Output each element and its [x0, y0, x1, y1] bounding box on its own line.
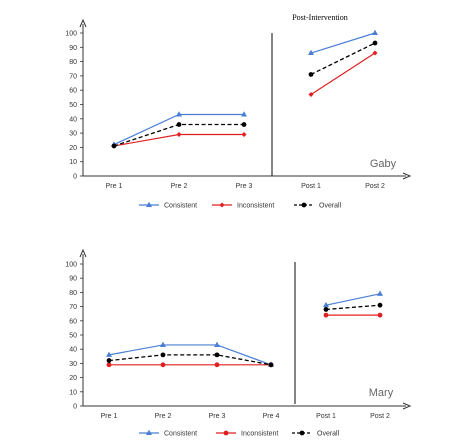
data-point [176, 111, 182, 117]
legend-label: Overall [319, 203, 342, 210]
y-axis-arrow [79, 248, 87, 258]
data-point [377, 312, 383, 318]
x-tick-label: Post 1 [301, 183, 321, 190]
y-tick-label: 20 [69, 375, 77, 382]
series-overall [106, 302, 383, 368]
y-tick-label: 30 [69, 361, 77, 368]
data-point [308, 72, 314, 77]
series-line [325, 293, 381, 306]
data-point [176, 122, 182, 127]
data-point [372, 29, 378, 35]
participant-name: Gaby [370, 158, 397, 170]
data-point [106, 358, 112, 363]
series-line [108, 344, 272, 366]
y-tick-label: 80 [69, 290, 77, 297]
y-tick-label: 0 [73, 404, 77, 411]
x-tick-label: Post 1 [316, 413, 336, 420]
y-tick-label: 50 [69, 102, 77, 109]
data-point [372, 50, 378, 56]
series-inconsistent [106, 312, 383, 368]
legend-label: Inconsistent [241, 431, 278, 438]
x-tick-label: Pre 1 [101, 413, 118, 420]
series-consistent [106, 290, 383, 367]
y-tick-label: 10 [69, 389, 77, 396]
series-line [108, 354, 272, 366]
legend-marker [219, 202, 225, 208]
y-axis-arrow [79, 18, 87, 28]
data-point [308, 91, 314, 97]
y-tick-label: 90 [69, 45, 77, 52]
participant-name: Mary [369, 387, 394, 399]
data-point [308, 49, 314, 56]
x-tick-label: Post 2 [365, 183, 385, 190]
data-point [323, 307, 329, 312]
y-tick-label: 70 [69, 73, 77, 80]
y-tick-label: 100 [65, 262, 77, 269]
legend-marker [299, 430, 305, 436]
y-tick-label: 70 [69, 304, 77, 311]
y-tick-label: 90 [69, 276, 77, 283]
series-line [310, 52, 376, 95]
data-point [214, 352, 220, 358]
legend-label: Inconsistent [237, 203, 274, 210]
y-tick-label: 60 [69, 318, 77, 325]
data-point [241, 132, 247, 138]
data-point [377, 302, 383, 308]
x-tick-label: Pre 4 [263, 413, 280, 420]
x-tick-label: Pre 1 [106, 183, 123, 190]
legend-marker [146, 429, 152, 435]
data-point [160, 352, 166, 358]
y-tick-label: 10 [69, 159, 77, 166]
x-tick-label: Pre 3 [209, 413, 226, 420]
y-tick-label: 40 [69, 347, 77, 354]
y-tick-label: 100 [65, 31, 77, 38]
data-point [214, 362, 220, 368]
chart-gaby: 0 10 20 30 40 50 60 70 80 90 100 Pre 1 Pre 2 Pre 3 Pos… [65, 13, 412, 210]
x-axis-arrow [402, 402, 412, 410]
legend-marker [301, 202, 307, 208]
phase-annotation: Post-Intervention [292, 13, 348, 22]
series-line [310, 42, 376, 76]
legend: Consistent Inconsistent Overall [139, 429, 340, 438]
data-point [323, 312, 329, 318]
x-tick-label: Pre 2 [155, 413, 172, 420]
legend-marker [146, 201, 152, 207]
data-point [372, 40, 378, 46]
y-tick-label: 50 [69, 333, 77, 340]
y-tick-label: 80 [69, 59, 77, 66]
data-point [241, 122, 247, 127]
y-tick-label: 60 [69, 88, 77, 95]
data-point [106, 362, 112, 368]
series-line [325, 304, 381, 311]
data-point [176, 132, 182, 138]
x-tick-label: Pre 2 [171, 183, 188, 190]
y-tick-label: 30 [69, 131, 77, 138]
data-point [241, 111, 247, 117]
data-point [111, 143, 117, 149]
series-consistent [111, 29, 378, 147]
y-tick-label: 0 [73, 174, 77, 181]
data-point [268, 362, 274, 368]
legend-marker [223, 430, 229, 436]
data-point [323, 301, 329, 308]
data-point [160, 341, 166, 347]
data-point [160, 362, 166, 368]
legend: Consistent Inconsistent Overall [139, 201, 342, 210]
data-point [377, 290, 383, 296]
x-axis-arrow [402, 172, 412, 180]
series-overall [111, 40, 378, 149]
legend-label: Overall [317, 431, 340, 438]
x-tick-label: Pre 3 [236, 183, 253, 190]
y-tick-label: 20 [69, 145, 77, 152]
data-point [214, 341, 220, 347]
legend-label: Consistent [164, 203, 197, 210]
chart-mary: 0 10 20 30 40 50 60 70 80 90 100 Pre 1 Pre 2 Pre 3 Pre… [65, 248, 412, 438]
legend-label: Consistent [164, 431, 197, 438]
x-tick-label: Post 2 [370, 413, 390, 420]
y-tick-label: 40 [69, 116, 77, 123]
series-line [310, 32, 376, 54]
data-point [106, 351, 112, 357]
